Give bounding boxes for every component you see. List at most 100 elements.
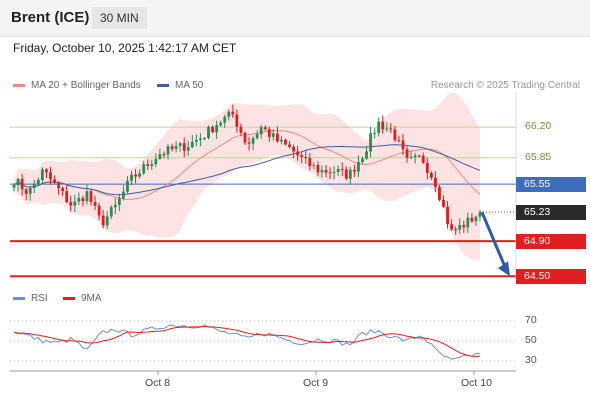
candle-body: [16, 178, 20, 185]
candle-body: [93, 202, 97, 206]
candle-body: [178, 143, 182, 147]
legend-ma50-label: MA 50: [175, 80, 204, 91]
candle-body: [190, 141, 194, 148]
rsi-level-label-1: 50: [525, 334, 537, 346]
candle-body: [49, 172, 52, 180]
candle-body: [203, 138, 206, 140]
candle-body: [263, 127, 267, 130]
candle-body: [69, 202, 73, 206]
candle-body: [61, 188, 65, 192]
candle-body: [393, 129, 397, 141]
candle-body: [271, 133, 275, 137]
legend-ma20: MA 20 + Bollinger Bands: [13, 80, 141, 91]
candle-body: [340, 168, 344, 170]
legend-rsi-ma-label: 9MA: [81, 293, 102, 304]
level-label-0: 66.20: [525, 120, 552, 133]
candle-body: [199, 138, 202, 140]
candle-body: [267, 129, 271, 137]
candle-body: [377, 121, 381, 133]
legend-rsi-label: RSI: [31, 293, 48, 304]
candle-body: [105, 216, 109, 226]
candle-body: [247, 142, 251, 144]
candle-body: [130, 174, 133, 181]
candle-body: [36, 179, 40, 184]
candle-body: [113, 204, 117, 208]
candle-body: [284, 139, 287, 145]
candle-body: [57, 182, 60, 189]
candle-body: [158, 154, 162, 159]
timeframe-button[interactable]: 30 MIN: [92, 7, 147, 29]
candle-body: [215, 125, 219, 133]
candle-body: [182, 143, 186, 151]
candle-body: [442, 199, 445, 207]
candle-body: [194, 139, 198, 142]
candle-body: [434, 177, 437, 187]
candle-body: [446, 206, 449, 225]
rsi-line: [13, 324, 481, 360]
candle-body: [344, 169, 348, 179]
candle-body: [361, 158, 364, 163]
candle-body: [126, 180, 129, 192]
candle-body: [474, 216, 478, 222]
candle-body: [478, 212, 482, 217]
candle-body: [211, 126, 214, 133]
candle-body: [292, 146, 295, 152]
candle-body: [280, 139, 283, 142]
candle-body: [28, 187, 32, 194]
candle-body: [154, 158, 158, 165]
candle-body: [166, 146, 170, 155]
x-tick-label-1: Oct 9: [303, 377, 329, 389]
legend-ma50: MA 50: [157, 80, 203, 91]
candle-body: [53, 179, 56, 183]
candle-body: [117, 198, 121, 205]
candle-body: [389, 128, 393, 130]
candle-body: [24, 189, 28, 194]
candle-body: [288, 144, 291, 147]
candle-body: [365, 151, 368, 159]
candle-body: [186, 147, 190, 151]
candle-body: [429, 173, 433, 178]
candle-body: [417, 155, 421, 157]
candle-body: [466, 217, 470, 228]
candle-body: [450, 224, 454, 230]
rsi-swatch: [13, 296, 25, 300]
candle-body: [438, 186, 441, 200]
candle-body: [373, 132, 377, 134]
ma50-swatch: [157, 83, 169, 87]
level-label-2: 65.55: [516, 176, 586, 192]
candle-body: [385, 128, 389, 130]
ma20-swatch: [13, 83, 25, 87]
level-label-1: 65.85: [525, 150, 552, 163]
candle-body: [397, 140, 401, 142]
candle-body: [458, 225, 462, 230]
candle-body: [85, 191, 89, 202]
candle-body: [454, 229, 458, 231]
candle-body: [219, 122, 223, 126]
level-label-4: 64.90: [516, 233, 586, 249]
candle-body: [308, 157, 312, 167]
candle-body: [134, 174, 137, 177]
candle-body: [77, 198, 81, 202]
candle-body: [243, 132, 247, 143]
candle-body: [223, 116, 227, 123]
candle-body: [73, 201, 77, 206]
candle-body: [227, 111, 231, 117]
candle-body: [109, 207, 113, 217]
candle-body: [405, 149, 409, 158]
legend-rsi: RSI: [13, 293, 48, 304]
candle-body: [255, 134, 259, 139]
x-tick-label-2: Oct 10: [461, 377, 492, 389]
copyright-text: Research © 2025 Trading Central: [430, 80, 580, 91]
candle-body: [231, 111, 235, 115]
candle-body: [316, 165, 320, 173]
candle-body: [259, 127, 263, 135]
rsi-ma-line: [13, 326, 481, 357]
rsi-level-label-2: 30: [525, 354, 537, 366]
candle-body: [101, 215, 105, 226]
candle-body: [40, 169, 44, 180]
candle-body: [470, 217, 474, 222]
candle-body: [81, 198, 85, 202]
candle-body: [89, 191, 93, 203]
